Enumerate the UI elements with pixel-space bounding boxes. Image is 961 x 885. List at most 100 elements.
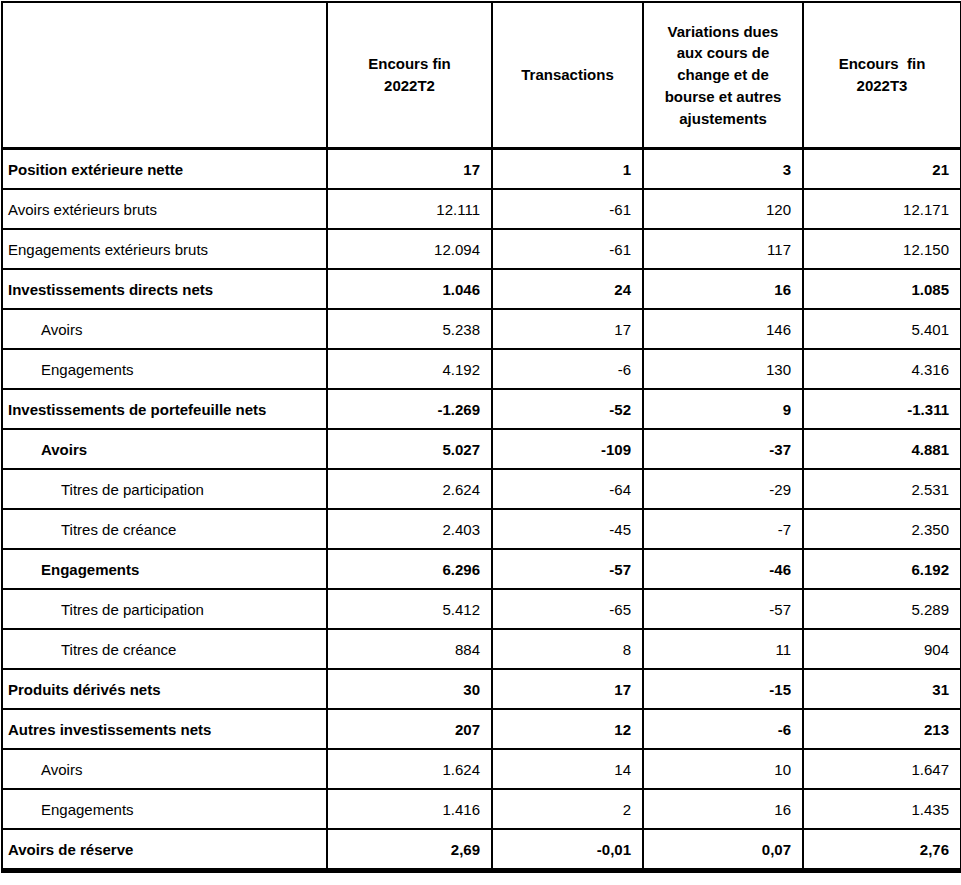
table-row: Avoirs de réserve2,69-0,010,072,76 xyxy=(2,829,961,871)
cell-value: 146 xyxy=(643,309,803,349)
cell-value: 130 xyxy=(643,349,803,389)
cell-value: 8 xyxy=(492,629,643,669)
cell-value: 4.192 xyxy=(327,349,492,389)
cell-value: 2.624 xyxy=(327,469,492,509)
cell-value: 1.435 xyxy=(803,789,961,829)
cell-value: 2.531 xyxy=(803,469,961,509)
cell-value: 1.085 xyxy=(803,269,961,309)
cell-value: 17 xyxy=(327,149,492,190)
table-row: Engagements4.192-61304.316 xyxy=(2,349,961,389)
cell-value: 12.171 xyxy=(803,189,961,229)
row-label: Produits dérivés nets xyxy=(2,669,327,709)
cell-value: 3 xyxy=(643,149,803,190)
cell-value: 5.412 xyxy=(327,589,492,629)
cell-value: -64 xyxy=(492,469,643,509)
cell-value: 4.316 xyxy=(803,349,961,389)
cell-value: -57 xyxy=(643,589,803,629)
cell-value: 1.647 xyxy=(803,749,961,789)
header-encours-fin-2022t3: Encours fin 2022T3 xyxy=(803,2,961,149)
header-variations-ajustements: Variations dues aux cours de change et d… xyxy=(643,2,803,149)
cell-value: -109 xyxy=(492,429,643,469)
cell-value: -46 xyxy=(643,549,803,589)
cell-value: 2,76 xyxy=(803,829,961,871)
cell-value: 12.111 xyxy=(327,189,492,229)
row-label: Avoirs xyxy=(2,429,327,469)
cell-value: -61 xyxy=(492,189,643,229)
row-label: Avoirs xyxy=(2,309,327,349)
cell-value: 4.881 xyxy=(803,429,961,469)
row-label: Engagements xyxy=(2,349,327,389)
row-label: Investissements directs nets xyxy=(2,269,327,309)
cell-value: 16 xyxy=(643,269,803,309)
table-row: Engagements6.296-57-466.192 xyxy=(2,549,961,589)
cell-value: 117 xyxy=(643,229,803,269)
cell-value: 30 xyxy=(327,669,492,709)
cell-value: -1.311 xyxy=(803,389,961,429)
cell-value: 2,69 xyxy=(327,829,492,871)
table-container: Encours fin 2022T2 Transactions Variatio… xyxy=(0,0,961,874)
cell-value: -7 xyxy=(643,509,803,549)
cell-value: 17 xyxy=(492,669,643,709)
cell-value: 24 xyxy=(492,269,643,309)
cell-value: 12.150 xyxy=(803,229,961,269)
table-row: Produits dérivés nets3017-1531 xyxy=(2,669,961,709)
cell-value: 17 xyxy=(492,309,643,349)
table-row: Avoirs5.238171465.401 xyxy=(2,309,961,349)
cell-value: 884 xyxy=(327,629,492,669)
cell-value: 31 xyxy=(803,669,961,709)
cell-value: 6.296 xyxy=(327,549,492,589)
cell-value: 1.624 xyxy=(327,749,492,789)
cell-value: 5.238 xyxy=(327,309,492,349)
table-row: Avoirs extérieurs bruts12.111-6112012.17… xyxy=(2,189,961,229)
table-row: Avoirs1.62414101.647 xyxy=(2,749,961,789)
cell-value: -6 xyxy=(492,349,643,389)
cell-value: -0,01 xyxy=(492,829,643,871)
cell-value: 207 xyxy=(327,709,492,749)
table-row: Position extérieure nette171321 xyxy=(2,149,961,190)
cell-value: 12 xyxy=(492,709,643,749)
header-row: Encours fin 2022T2 Transactions Variatio… xyxy=(2,2,961,149)
cell-value: -15 xyxy=(643,669,803,709)
table-row: Avoirs5.027-109-374.881 xyxy=(2,429,961,469)
cell-value: 14 xyxy=(492,749,643,789)
row-label: Position extérieure nette xyxy=(2,149,327,190)
header-encours-fin-2022t2: Encours fin 2022T2 xyxy=(327,2,492,149)
header-transactions: Transactions xyxy=(492,2,643,149)
table-body: Position extérieure nette171321Avoirs ex… xyxy=(2,149,961,871)
cell-value: -6 xyxy=(643,709,803,749)
cell-value: 10 xyxy=(643,749,803,789)
row-label: Avoirs de réserve xyxy=(2,829,327,871)
row-label: Titres de participation xyxy=(2,469,327,509)
table-row: Titres de participation5.412-65-575.289 xyxy=(2,589,961,629)
row-label: Autres investissements nets xyxy=(2,709,327,749)
cell-value: 21 xyxy=(803,149,961,190)
table-row: Investissements directs nets1.04624161.0… xyxy=(2,269,961,309)
cell-value: 12.094 xyxy=(327,229,492,269)
table-row: Titres de créance2.403-45-72.350 xyxy=(2,509,961,549)
table-row: Investissements de portefeuille nets-1.2… xyxy=(2,389,961,429)
cell-value: 9 xyxy=(643,389,803,429)
cell-value: -37 xyxy=(643,429,803,469)
row-label: Investissements de portefeuille nets xyxy=(2,389,327,429)
cell-value: 5.289 xyxy=(803,589,961,629)
table-row: Titres de participation2.624-64-292.531 xyxy=(2,469,961,509)
cell-value: 120 xyxy=(643,189,803,229)
cell-value: -1.269 xyxy=(327,389,492,429)
cell-value: 2.350 xyxy=(803,509,961,549)
header-empty-cell xyxy=(2,2,327,149)
cell-value: 2.403 xyxy=(327,509,492,549)
cell-value: -57 xyxy=(492,549,643,589)
table-row: Autres investissements nets20712-6213 xyxy=(2,709,961,749)
cell-value: 1.416 xyxy=(327,789,492,829)
table-row: Engagements extérieurs bruts12.094-61117… xyxy=(2,229,961,269)
row-label: Engagements extérieurs bruts xyxy=(2,229,327,269)
cell-value: 6.192 xyxy=(803,549,961,589)
row-label: Titres de créance xyxy=(2,629,327,669)
cell-value: 0,07 xyxy=(643,829,803,871)
cell-value: 213 xyxy=(803,709,961,749)
table-row: Titres de créance884811904 xyxy=(2,629,961,669)
cell-value: 904 xyxy=(803,629,961,669)
row-label: Avoirs extérieurs bruts xyxy=(2,189,327,229)
cell-value: 5.401 xyxy=(803,309,961,349)
cell-value: -45 xyxy=(492,509,643,549)
